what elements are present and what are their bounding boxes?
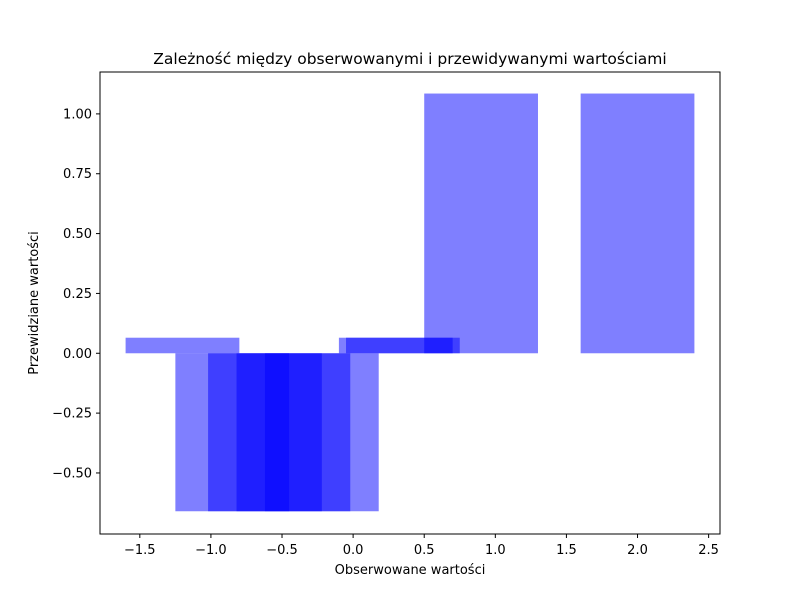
- ticks-layer: −1.5 −1.0 −0.5 0.0 0.5 1.0 1.5 2.0 2.5 −0.50 −0.25…: [52, 107, 719, 558]
- x-tick-label: 2.0: [627, 543, 648, 558]
- x-tick-label: 2.5: [698, 543, 719, 558]
- x-tick-label: −0.5: [266, 543, 298, 558]
- x-axis-label: Obserwowane wartości: [335, 563, 486, 578]
- x-tick-label: 0.0: [343, 543, 364, 558]
- bar-1: [125, 337, 240, 354]
- bar-9: [580, 93, 695, 354]
- y-tick-label: −0.25: [52, 407, 92, 422]
- chart-title: Zależność między obserwowanymi i przewid…: [153, 50, 666, 68]
- x-tick-label: −1.0: [195, 543, 227, 558]
- bar-8: [424, 93, 538, 354]
- y-tick-label: 0.00: [63, 347, 92, 362]
- plot-frame: [99, 71, 721, 535]
- bars-layer: [125, 93, 695, 512]
- x-tick-label: 1.5: [556, 543, 577, 558]
- y-tick-label: 0.50: [63, 227, 92, 242]
- y-tick-label: −0.50: [52, 466, 92, 481]
- x-tick-label: 1.0: [485, 543, 506, 558]
- y-axis-label: Przewidziane wartości: [27, 231, 42, 375]
- bar-5: [264, 353, 379, 512]
- y-tick-label: 0.75: [63, 167, 92, 182]
- y-tick-label: 1.00: [63, 107, 92, 122]
- x-tick-label: −1.5: [124, 543, 156, 558]
- x-tick-label: 0.5: [414, 543, 435, 558]
- y-tick-label: 0.25: [63, 287, 92, 302]
